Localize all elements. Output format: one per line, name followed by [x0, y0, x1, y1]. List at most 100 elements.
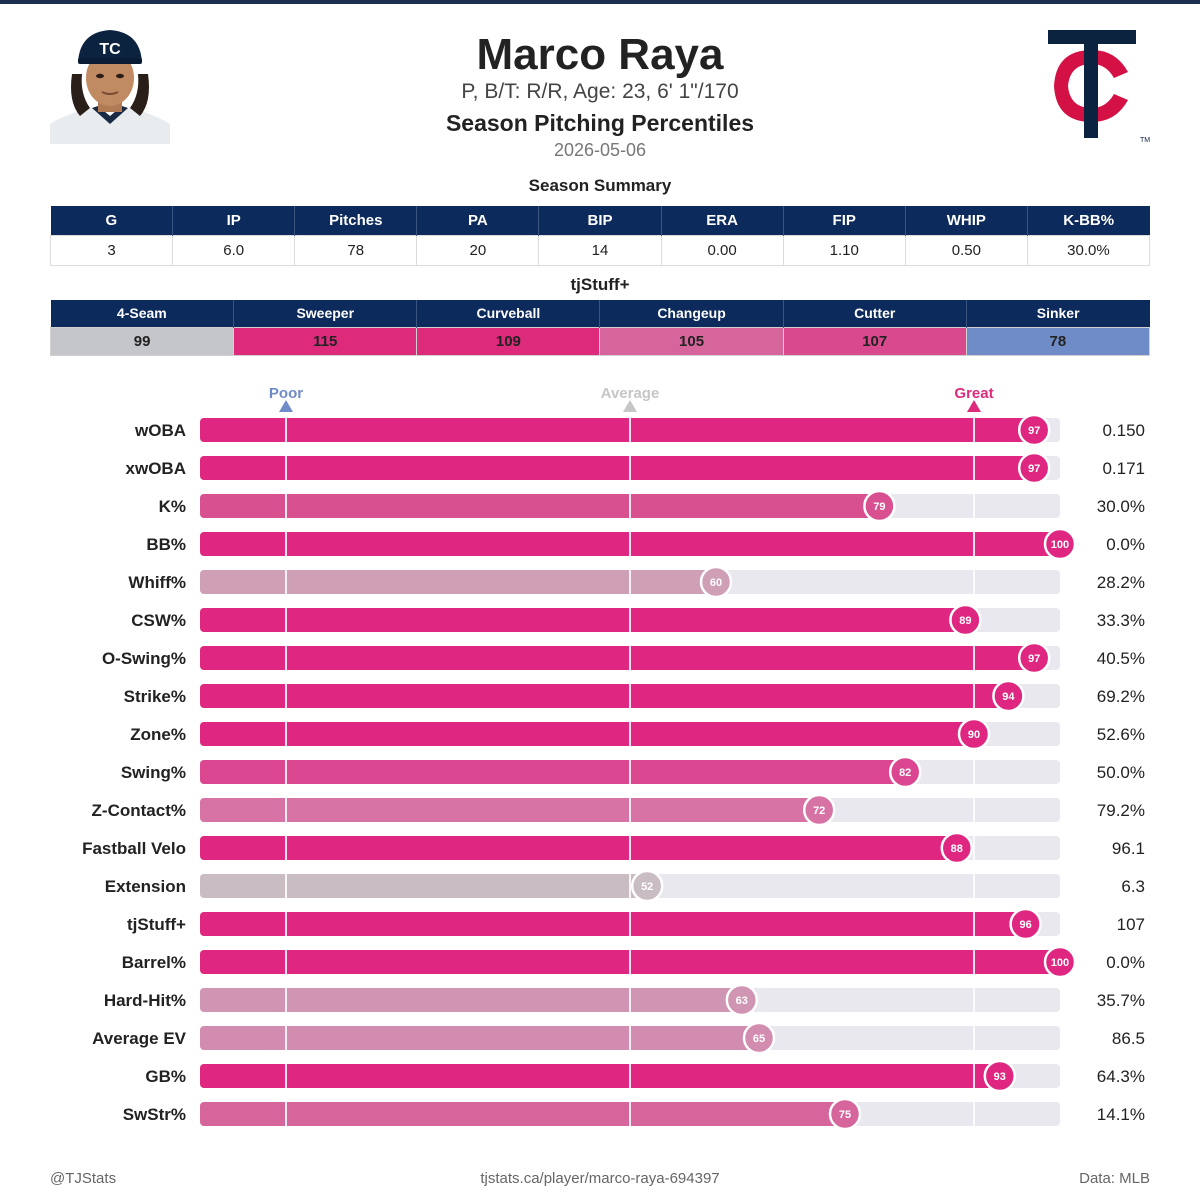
percentile-label: 75: [839, 1109, 851, 1121]
summary-value-cell: 0.50: [904, 234, 1028, 266]
percentile-label: 89: [959, 615, 971, 627]
percentile-label: 65: [753, 1033, 765, 1045]
percentile-label: 88: [951, 843, 963, 855]
percentile-label: 63: [736, 995, 748, 1007]
stat-label: BB%: [146, 535, 186, 554]
stat-label: Average EV: [92, 1029, 187, 1048]
stat-value: 69.2%: [1097, 687, 1145, 706]
stat-label: wOBA: [134, 421, 186, 440]
summary-value-cell: 14: [538, 234, 662, 266]
percentile-label: 94: [1002, 691, 1015, 703]
marker-label: Great: [954, 385, 993, 402]
summary-value-cell: 6.0: [172, 234, 296, 266]
footer-source: Data: MLB: [1079, 1170, 1150, 1187]
percentile-label: 97: [1028, 425, 1040, 437]
tjstuff-value-row: 99 115 109 105 107 78: [49, 326, 1151, 356]
stat-label: tjStuff+: [127, 915, 186, 934]
tjstuff-title: tjStuff+: [570, 275, 630, 294]
stat-label: O-Swing%: [102, 649, 186, 668]
stat-value: 52.6%: [1097, 725, 1145, 744]
stat-value: 14.1%: [1097, 1105, 1145, 1124]
stat-value: 0.0%: [1106, 535, 1145, 554]
stat-value: 79.2%: [1097, 801, 1145, 820]
percentile-bar: [200, 1064, 1000, 1088]
pitch-name-cell: Sweeper: [233, 300, 418, 327]
stat-value: 0.0%: [1106, 953, 1145, 972]
percentile-dot: [949, 603, 982, 637]
pitch-value-cell: 105: [599, 326, 784, 356]
pitch-value-cell: 107: [782, 326, 967, 356]
percentile-dot: [888, 755, 922, 789]
percentile-bar: [200, 760, 906, 784]
stat-value: 0.171: [1102, 459, 1145, 478]
percentile-label: 97: [1028, 653, 1040, 665]
summary-header-cell: ERA: [661, 206, 784, 235]
pitch-name-cell: 4-Seam: [50, 300, 235, 327]
stat-label: GB%: [145, 1067, 186, 1086]
percentile-dot: [863, 489, 896, 523]
pitch-value-cell: 78: [965, 326, 1151, 356]
summary-value-cell: 30.0%: [1026, 234, 1151, 266]
summary-header-cell: BIP: [538, 206, 662, 235]
percentile-label: 82: [899, 767, 911, 779]
percentile-dot: [1009, 907, 1042, 941]
summary-header-cell: FIP: [783, 206, 906, 235]
svg-text:TM: TM: [1140, 137, 1150, 144]
pitch-name-cell: Changeup: [599, 300, 784, 327]
stat-label: Extension: [105, 877, 186, 896]
marker-triangle: [967, 400, 981, 412]
percentile-dot: [957, 717, 991, 751]
summary-header-cell: PA: [416, 206, 540, 235]
stat-value: 35.7%: [1097, 991, 1145, 1010]
season-summary-table: G IP Pitches PA BIP ERA FIP WHIP K-BB% 3…: [49, 206, 1151, 266]
summary-header-cell: G: [50, 206, 174, 235]
percentile-dot: [992, 679, 1025, 713]
percentile-dot: [1017, 641, 1051, 675]
percentile-dot: [742, 1021, 776, 1055]
pitch-value-cell: 115: [233, 326, 418, 356]
top-rule: [0, 0, 1200, 4]
report-date: 2026-05-06: [553, 140, 647, 160]
stat-label: Hard-Hit%: [104, 991, 186, 1010]
percentile-label: 93: [994, 1071, 1006, 1083]
marker-triangle: [623, 400, 637, 412]
pitch-value-cell: 109: [416, 326, 601, 356]
percentile-label: 100: [1051, 539, 1069, 551]
marker-triangle: [279, 400, 293, 412]
svg-text:TC: TC: [99, 41, 121, 58]
percentile-bar: [200, 1026, 759, 1050]
stat-label: CSW%: [131, 611, 186, 630]
stat-value: 30.0%: [1097, 497, 1145, 516]
percentile-label: 96: [1019, 919, 1031, 931]
percentile-dot: [1043, 945, 1077, 979]
stat-value: 0.150: [1102, 421, 1145, 440]
player-info: P, B/T: R/R, Age: 23, 6' 1"/170: [461, 80, 739, 103]
stat-label: SwStr%: [123, 1105, 186, 1124]
summary-value-cell: 3: [49, 234, 174, 266]
percentile-bar: [200, 570, 716, 594]
percentile-dot: [1017, 451, 1051, 485]
percentile-bar: [200, 456, 1035, 480]
summary-header-row: G IP Pitches PA BIP ERA FIP WHIP K-BB%: [50, 206, 1150, 235]
stat-value: 64.3%: [1097, 1067, 1145, 1086]
percentile-bar: [200, 684, 1009, 708]
percentile-bar: [200, 418, 1035, 442]
stat-label: Strike%: [124, 687, 186, 706]
tjstuff-table: 4-Seam Sweeper Curveball Changeup Cutter…: [49, 300, 1151, 356]
footer-url: tjstats.ca/player/marco-raya-694397: [480, 1170, 720, 1187]
footer-handle: @TJStats: [50, 1170, 117, 1187]
tjstuff-header-row: 4-Seam Sweeper Curveball Changeup Cutter…: [50, 300, 1150, 327]
stat-label: xwOBA: [126, 459, 186, 478]
summary-header-cell: K-BB%: [1027, 206, 1150, 235]
percentile-dot: [940, 831, 974, 865]
percentile-bar: [200, 722, 974, 746]
summary-value-cell: 78: [294, 234, 418, 266]
percentile-bar: [200, 646, 1035, 670]
percentile-label: 52: [641, 881, 653, 893]
stat-label: Zone%: [130, 725, 186, 744]
percentile-label: 97: [1028, 463, 1040, 475]
pitch-name-cell: Curveball: [416, 300, 601, 327]
percentile-bar: [200, 798, 820, 822]
percentile-chart: Poor Average Great wOBA 0.150 xwOBA 0.171 K% 30.…: [82, 385, 1145, 1131]
percentile-label: 100: [1051, 957, 1069, 969]
